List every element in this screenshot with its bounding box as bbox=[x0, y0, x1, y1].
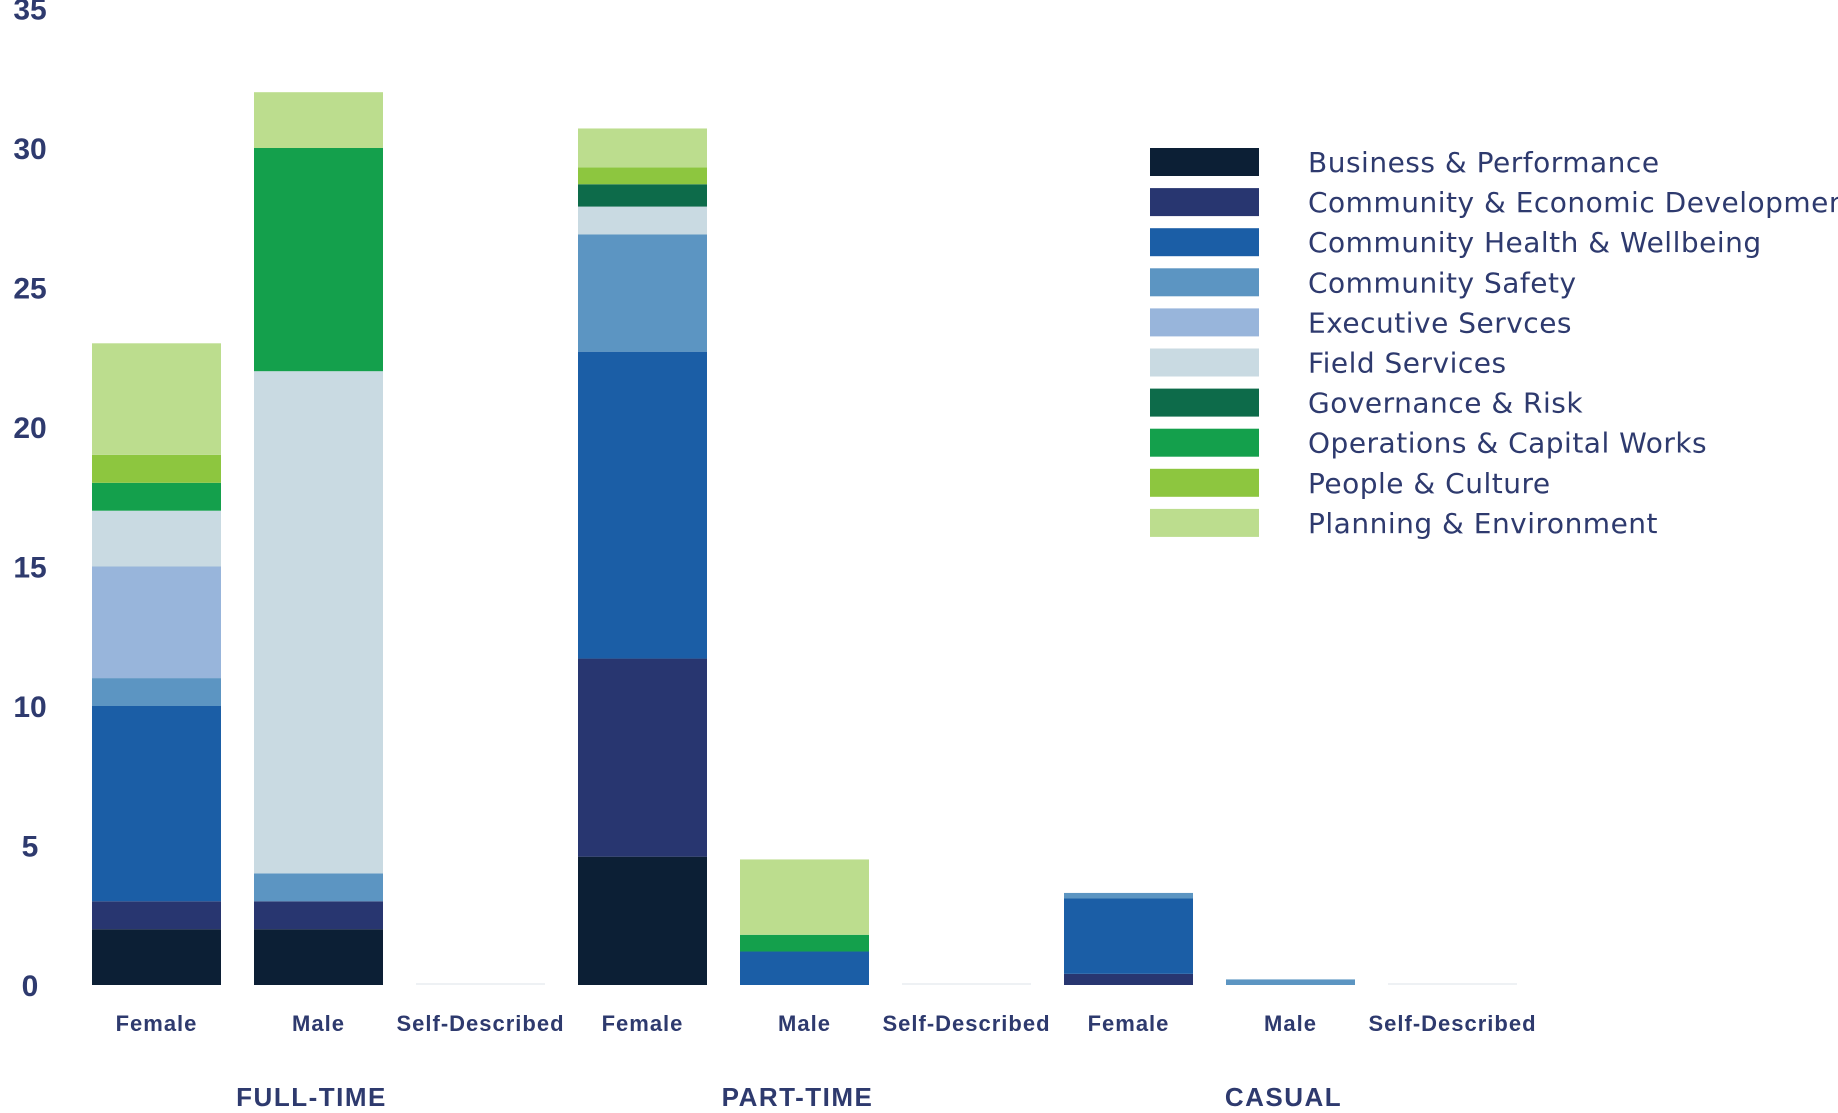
bar-segment bbox=[578, 351, 707, 659]
bar-segment bbox=[92, 678, 221, 706]
bar-segment bbox=[254, 873, 383, 902]
bars bbox=[92, 92, 1517, 985]
legend-swatch bbox=[1150, 308, 1259, 337]
legend-swatch bbox=[1150, 188, 1259, 217]
legend-label: Community Health & Wellbeing bbox=[1308, 226, 1762, 259]
legend-label: Field Services bbox=[1308, 347, 1507, 380]
x-category-label: Self-Described bbox=[396, 1011, 564, 1036]
bar-segment bbox=[578, 128, 707, 168]
bar-segment bbox=[254, 929, 383, 985]
legend-item: Community Safety bbox=[1150, 266, 1577, 299]
empty-bar-baseline bbox=[416, 983, 545, 985]
x-group-label: CASUAL bbox=[1225, 1082, 1342, 1112]
y-tick-label: 5 bbox=[22, 831, 39, 864]
y-tick-label: 15 bbox=[13, 552, 46, 585]
bar-segment bbox=[254, 92, 383, 148]
x-axis: Female Male Self-Described FULL-TIME Female M… bbox=[116, 1011, 1536, 1112]
legend-swatch bbox=[1150, 268, 1259, 297]
bar-stack-full-time-male bbox=[254, 92, 383, 985]
legend-item: Business & Performance bbox=[1150, 146, 1660, 179]
y-tick-label: 10 bbox=[13, 691, 46, 724]
bar-segment bbox=[92, 343, 221, 455]
legend-label: Executive Servces bbox=[1308, 306, 1572, 339]
bar-segment bbox=[92, 929, 221, 985]
x-category-label: Female bbox=[1088, 1011, 1170, 1036]
bar-segment bbox=[578, 658, 707, 857]
legend-swatch bbox=[1150, 468, 1259, 497]
y-tick-label: 25 bbox=[13, 273, 46, 306]
bar-segment bbox=[578, 856, 707, 985]
bar-segment bbox=[740, 951, 869, 985]
x-category-label: Female bbox=[602, 1011, 684, 1036]
bar-segment bbox=[92, 566, 221, 679]
legend-item: Planning & Environment bbox=[1150, 507, 1658, 540]
bar-segment bbox=[1226, 979, 1355, 985]
bar-stack-casual-male bbox=[1226, 979, 1355, 985]
legend-item: Community Health & Wellbeing bbox=[1150, 226, 1762, 259]
legend-label: Business & Performance bbox=[1308, 146, 1660, 179]
bar-segment bbox=[1064, 898, 1193, 974]
bar-segment bbox=[92, 901, 221, 930]
legend-swatch bbox=[1150, 148, 1259, 176]
bar-segment bbox=[254, 901, 383, 930]
x-group-label: PART-TIME bbox=[722, 1082, 874, 1112]
x-category-label: Male bbox=[292, 1011, 345, 1036]
bar-segment bbox=[578, 184, 707, 207]
y-tick-label: 35 bbox=[13, 0, 46, 27]
legend-item: Operations & Capital Works bbox=[1150, 427, 1707, 460]
x-category-label: Male bbox=[778, 1011, 831, 1036]
x-category-label: Self-Described bbox=[1368, 1011, 1536, 1036]
legend-swatch bbox=[1150, 228, 1259, 257]
y-tick-label: 30 bbox=[13, 133, 46, 166]
empty-bar-baseline bbox=[1388, 983, 1517, 985]
legend-item: Executive Servces bbox=[1150, 306, 1572, 339]
bar-stack-full-time-self-described bbox=[416, 983, 545, 985]
bar-stack-part-time-self-described bbox=[902, 983, 1031, 985]
legend-label: Governance & Risk bbox=[1308, 387, 1583, 420]
legend-swatch bbox=[1150, 428, 1259, 457]
legend-label: Planning & Environment bbox=[1308, 507, 1658, 540]
bar-stack-casual-self-described bbox=[1388, 983, 1517, 985]
legend-swatch bbox=[1150, 348, 1259, 377]
bar-segment bbox=[254, 371, 383, 874]
legend-label: Operations & Capital Works bbox=[1308, 427, 1707, 460]
bar-segment bbox=[254, 148, 383, 372]
bar-segment bbox=[1064, 973, 1193, 985]
bar-segment bbox=[740, 859, 869, 935]
bar-segment bbox=[92, 482, 221, 511]
bar-stack-full-time-female bbox=[92, 343, 221, 985]
x-category-label: Male bbox=[1264, 1011, 1317, 1036]
legend-swatch bbox=[1150, 508, 1259, 537]
y-axis: 0 5 10 15 20 25 30 35 bbox=[13, 0, 46, 1003]
bar-stack-part-time-male bbox=[740, 859, 869, 985]
legend-label: Community & Economic Development bbox=[1308, 186, 1838, 219]
x-category-label: Self-Described bbox=[882, 1011, 1050, 1036]
legend-label: Community Safety bbox=[1308, 266, 1577, 299]
legend-swatch bbox=[1150, 388, 1259, 417]
bar-segment bbox=[92, 454, 221, 483]
legend-item: Community & Economic Development bbox=[1150, 186, 1838, 219]
legend-item: Field Services bbox=[1150, 347, 1507, 380]
bar-segment bbox=[578, 167, 707, 185]
y-tick-label: 20 bbox=[13, 412, 46, 445]
bar-segment bbox=[92, 706, 221, 902]
bar-stack-casual-female bbox=[1064, 892, 1193, 985]
bar-segment bbox=[92, 510, 221, 567]
legend-label: People & Culture bbox=[1308, 467, 1551, 500]
legend-item: People & Culture bbox=[1150, 467, 1551, 500]
bar-segment bbox=[578, 234, 707, 352]
y-tick-label: 0 bbox=[22, 970, 39, 1003]
legend: Business & Performance Community & Econom… bbox=[1150, 146, 1838, 540]
x-category-label: Female bbox=[116, 1011, 198, 1036]
bar-stack-part-time-female bbox=[578, 128, 707, 985]
bar-segment bbox=[740, 934, 869, 952]
empty-bar-baseline bbox=[902, 983, 1031, 985]
bar-segment bbox=[578, 206, 707, 235]
x-group-label: FULL-TIME bbox=[236, 1082, 387, 1112]
bar-segment bbox=[1064, 892, 1193, 899]
legend-item: Governance & Risk bbox=[1150, 387, 1583, 420]
